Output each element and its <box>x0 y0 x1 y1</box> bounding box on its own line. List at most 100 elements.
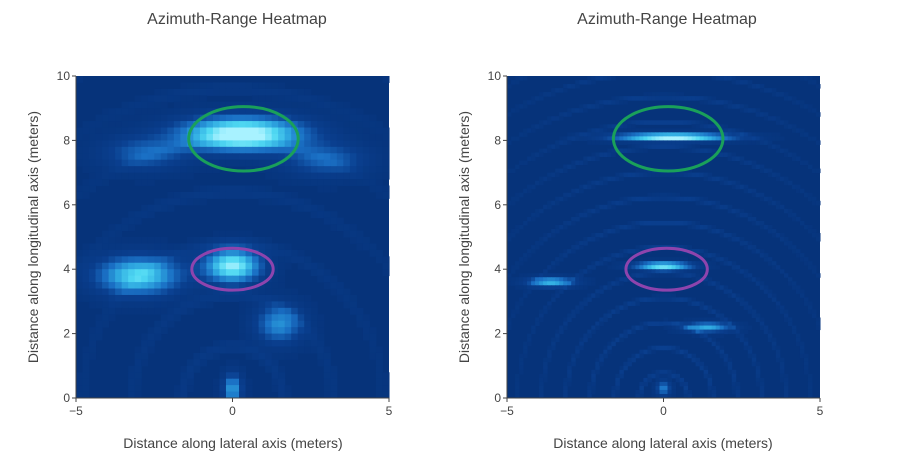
heatmap-cell <box>304 179 312 186</box>
heatmap-cell <box>731 152 737 158</box>
heatmap-cell <box>791 329 797 335</box>
heatmap-cell <box>199 191 207 199</box>
heatmap-cell <box>591 261 596 266</box>
heatmap-cell <box>703 140 709 145</box>
heatmap-cell <box>245 378 253 386</box>
heatmap-cell <box>225 121 233 129</box>
heatmap-cell <box>154 153 162 161</box>
heatmap-cell <box>559 116 564 121</box>
heatmap-cell <box>715 204 721 210</box>
heatmap-cell <box>271 327 279 335</box>
heatmap-cell <box>755 132 761 137</box>
heatmap-cell <box>763 253 769 258</box>
heatmap-cell <box>591 140 596 145</box>
heatmap-cell <box>535 180 540 186</box>
heatmap-cell <box>607 76 612 81</box>
heatmap-cell <box>539 148 544 153</box>
heatmap-cell <box>278 140 286 148</box>
heatmap-cell <box>631 172 636 178</box>
heatmap-cell <box>739 208 745 214</box>
heatmap-cell <box>108 249 116 257</box>
heatmap-cell <box>134 172 142 180</box>
heatmap-cell <box>767 172 773 178</box>
heatmap-cell <box>225 359 233 367</box>
heatmap-cell <box>265 146 273 154</box>
heatmap-cell <box>783 237 789 242</box>
heatmap-cell <box>102 320 110 328</box>
heatmap-cell <box>323 153 331 161</box>
heatmap-cell <box>232 153 240 161</box>
heatmap-cell <box>523 128 528 133</box>
heatmap-cell <box>291 179 299 186</box>
annotation-ellipse <box>611 105 725 173</box>
heatmap-cell <box>284 346 292 354</box>
heatmap-cell <box>643 245 648 250</box>
heatmap-cell <box>219 243 227 251</box>
heatmap-cell <box>607 285 612 290</box>
heatmap-cell <box>180 95 188 103</box>
heatmap-cell <box>265 314 273 322</box>
heatmap-cell <box>647 120 652 125</box>
heatmap-cell <box>180 82 188 90</box>
heatmap-cell <box>330 385 338 393</box>
heatmap-cell <box>271 269 279 277</box>
heatmap-cell <box>691 353 697 359</box>
heatmap-cell <box>631 357 636 363</box>
heatmap-cell <box>615 253 620 258</box>
heatmap-cell <box>128 372 136 380</box>
heatmap-cell <box>795 156 801 162</box>
heatmap-cell <box>583 237 588 242</box>
heatmap-cell <box>659 96 664 101</box>
heatmap-cell <box>121 153 129 161</box>
heatmap-cell <box>212 269 220 277</box>
heatmap-cell <box>515 224 520 230</box>
heatmap-cell <box>583 136 588 141</box>
heatmap-cell <box>225 159 233 167</box>
heatmap-cell <box>523 188 528 194</box>
heatmap-cell <box>619 128 624 133</box>
heatmap-cell <box>743 188 749 194</box>
heatmap-cell <box>671 132 677 137</box>
heatmap-cell <box>523 289 528 294</box>
heatmap-cell <box>511 313 516 319</box>
heatmap-cell <box>671 345 677 351</box>
heatmap-cell <box>567 381 572 387</box>
heatmap-cell <box>141 307 149 315</box>
heatmap-cell <box>739 333 745 339</box>
heatmap-cell <box>567 377 572 383</box>
heatmap-cell <box>551 144 556 149</box>
heatmap-cell <box>779 373 785 379</box>
heatmap-cell <box>375 359 383 367</box>
heatmap-cell <box>212 340 220 347</box>
heatmap-cell <box>695 277 701 282</box>
heatmap-cell <box>603 128 608 133</box>
heatmap-cell <box>759 281 765 286</box>
heatmap-cell <box>507 112 512 117</box>
heatmap-cell <box>108 314 116 322</box>
heatmap-cell <box>89 256 97 264</box>
heatmap-cell <box>102 153 110 161</box>
heatmap-cell <box>356 314 364 322</box>
heatmap-cell <box>271 346 279 354</box>
heatmap-cell <box>735 385 741 391</box>
heatmap-cell <box>102 172 110 180</box>
heatmap-cell <box>304 88 312 96</box>
heatmap-cell <box>679 329 685 335</box>
heatmap-cell <box>579 104 584 109</box>
heatmap-cell <box>755 373 761 379</box>
heatmap-cell <box>623 301 628 306</box>
heatmap-cell <box>245 121 253 129</box>
heatmap-cell <box>647 245 652 250</box>
heatmap-cell <box>531 216 536 222</box>
heatmap-cell <box>95 133 103 141</box>
heatmap-cell <box>559 168 564 174</box>
heatmap-cell <box>225 114 233 122</box>
heatmap-cell <box>330 108 338 116</box>
heatmap-cell <box>115 121 123 129</box>
heatmap-cell <box>767 140 773 145</box>
heatmap-cell <box>807 385 813 391</box>
heatmap-cell <box>663 140 669 145</box>
heatmap-cell <box>715 253 721 258</box>
heatmap-cell <box>655 321 660 327</box>
heatmap-cell <box>771 200 777 206</box>
